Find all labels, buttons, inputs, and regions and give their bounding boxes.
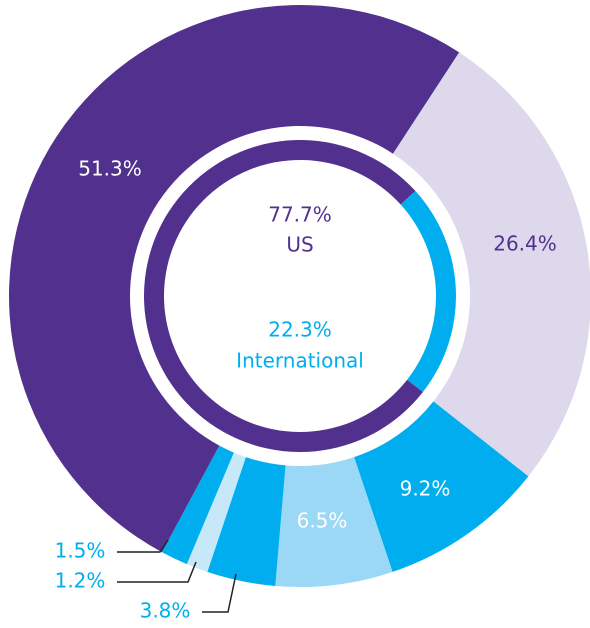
donut-segment bbox=[144, 140, 423, 452]
donut-segment bbox=[354, 401, 529, 572]
data-label: 3.8% bbox=[140, 599, 191, 623]
data-label: 51.3% bbox=[78, 157, 142, 181]
data-label: 9.2% bbox=[400, 477, 451, 501]
center-label: US bbox=[286, 233, 313, 257]
center-value: 22.3% bbox=[268, 318, 332, 342]
donut-segment bbox=[392, 52, 590, 477]
donut-segment bbox=[275, 457, 393, 587]
center-label: International bbox=[236, 349, 364, 373]
center-value: 77.7% bbox=[268, 203, 332, 227]
donut-segment bbox=[186, 452, 246, 572]
leader-line bbox=[117, 561, 197, 583]
data-label: 6.5% bbox=[297, 509, 348, 533]
donut-segment bbox=[207, 457, 286, 586]
donut-segment bbox=[400, 191, 456, 393]
data-label: 1.2% bbox=[55, 569, 106, 593]
leader-line bbox=[202, 573, 237, 613]
donut-segment bbox=[162, 445, 234, 565]
data-label: 1.5% bbox=[55, 539, 106, 563]
donut-segment bbox=[9, 5, 460, 553]
leader-line bbox=[117, 539, 169, 553]
data-label: 26.4% bbox=[493, 232, 557, 256]
